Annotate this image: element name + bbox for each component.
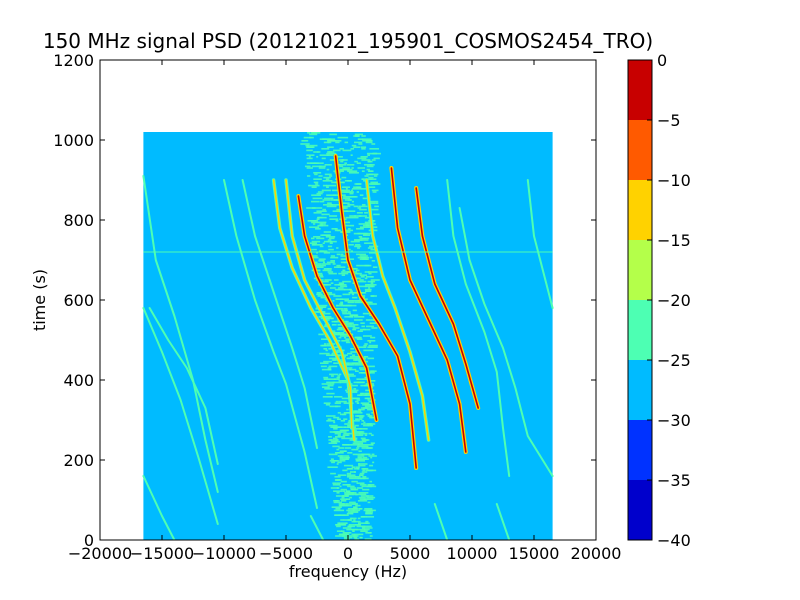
trace-17	[433, 503, 449, 540]
colorbar-segment-3	[628, 300, 652, 360]
y-tick-label-4: 800	[63, 211, 94, 230]
x-tick-label-7: 15000	[509, 544, 560, 563]
colorbar-segment-4	[628, 240, 652, 300]
colorbar-segment-7	[628, 60, 652, 120]
colorbar-tick-label-2: −30	[657, 411, 691, 430]
x-tick-label-8: 20000	[571, 544, 622, 563]
x-axis-ticks: −20000−15000−10000 −5000 0 5000 10000 15000 20…	[68, 60, 622, 563]
trace-15	[526, 179, 554, 309]
trace-3	[148, 307, 219, 465]
trace-0	[142, 175, 219, 493]
trace-12	[415, 187, 479, 409]
colorbar-segment-0	[628, 480, 652, 540]
y-tick-label-5: 1000	[53, 131, 94, 150]
y-tick-label-2: 400	[63, 371, 94, 390]
trace-10	[365, 179, 430, 441]
trace-2	[142, 475, 176, 540]
colorbar-tick-label-1: −35	[657, 471, 691, 490]
spectrogram-heatmap	[142, 132, 554, 540]
y-tick-label-0: 0	[84, 531, 94, 550]
x-tick-label-4: 0	[343, 544, 353, 563]
colorbar-tick-label-8: 0	[657, 51, 667, 70]
trace-5	[241, 179, 318, 449]
chart-title: 150 MHz signal PSD (20121021_195901_COSM…	[43, 29, 653, 53]
colorbar-segment-1	[628, 420, 652, 480]
trace-13	[446, 179, 511, 477]
x-tick-label-0: −20000	[68, 544, 132, 563]
colorbar-tick-label-7: −5	[657, 111, 681, 130]
plot-area: −20000−15000−10000 −5000 0 5000 10000 15000 20…	[53, 51, 621, 563]
colorbar-tick-label-4: −20	[657, 291, 691, 310]
colorbar: −40 −35 −30 −25 −20 −15 −10 −5 0	[627, 51, 691, 550]
x-axis-label: frequency (Hz)	[289, 562, 407, 581]
y-tick-label-1: 200	[63, 451, 94, 470]
colorbar-segment-2	[628, 360, 652, 420]
trace-1	[142, 307, 219, 525]
trace-18	[495, 503, 511, 540]
colorbar-tick-label-6: −10	[657, 171, 691, 190]
colorbar-tick-label-0: −40	[657, 531, 691, 550]
x-tick-label-2: −10000	[192, 544, 256, 563]
x-tick-label-5: 5000	[390, 544, 431, 563]
x-tick-label-6: 10000	[447, 544, 498, 563]
colorbar-tick-label-3: −25	[657, 351, 691, 370]
x-tick-label-1: −15000	[130, 544, 194, 563]
trace-7	[285, 179, 353, 429]
trace-16	[309, 515, 325, 540]
colorbar-tick-label-5: −15	[657, 231, 691, 250]
y-axis-ticks: 0 200 400 600 800 1000 1200	[53, 51, 596, 550]
trace-14	[458, 207, 554, 477]
trace-9	[334, 155, 417, 469]
y-axis-label: time (s)	[30, 269, 49, 331]
trace-8	[297, 195, 378, 421]
colorbar-segment-5	[628, 180, 652, 240]
trace-11	[390, 167, 467, 453]
trace-4	[223, 179, 318, 509]
colorbar-segment-6	[628, 120, 652, 180]
y-tick-label-6: 1200	[53, 51, 94, 70]
y-tick-label-3: 600	[63, 291, 94, 310]
x-tick-label-3: −5000	[259, 544, 313, 563]
